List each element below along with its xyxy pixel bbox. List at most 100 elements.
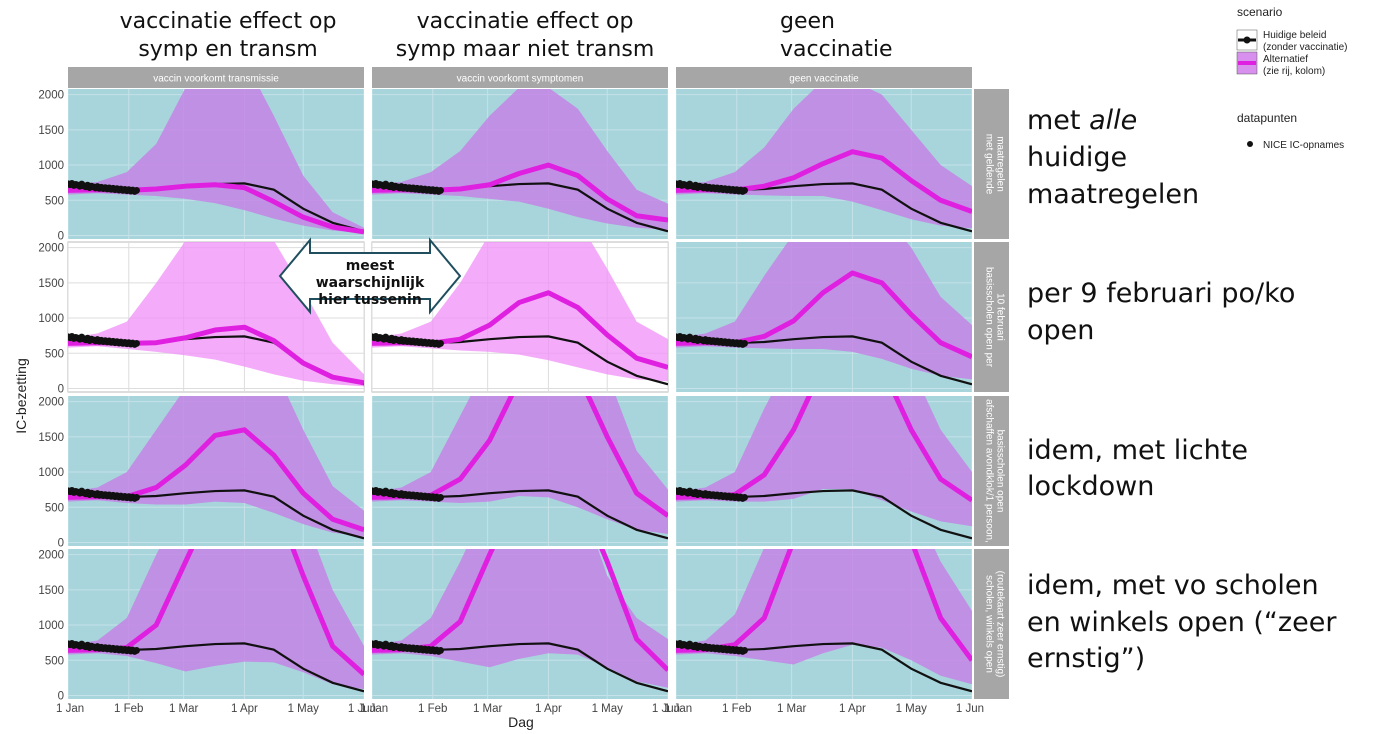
panel-plot-area bbox=[68, 89, 364, 239]
y-tick-label: 0 bbox=[58, 230, 64, 242]
legend-current-dot bbox=[1243, 36, 1251, 44]
nice-data-point bbox=[437, 340, 445, 347]
y-tick-label: 2000 bbox=[38, 243, 64, 255]
row-annotation-4-line-2: en winkels open (“zeer bbox=[1027, 607, 1337, 638]
row-strip-3 bbox=[974, 396, 1009, 546]
nice-data-point bbox=[741, 494, 749, 501]
alternative-uncertainty-band bbox=[68, 396, 364, 537]
panel-plot-area bbox=[676, 242, 972, 392]
x-tick-label: 1 Jun bbox=[348, 703, 376, 715]
y-tick-label: 1000 bbox=[38, 467, 64, 479]
alternative-uncertainty-band bbox=[676, 89, 972, 229]
callout-line-1: meest bbox=[346, 258, 395, 274]
y-axis-title: IC-bezetting bbox=[13, 358, 29, 433]
row-strip-label-4-1: scholen, winkels open bbox=[984, 575, 995, 673]
legend-points-title: datapunten bbox=[1237, 111, 1297, 125]
alternative-uncertainty-band bbox=[676, 242, 972, 380]
panel-r4-c2 bbox=[372, 549, 668, 699]
x-tick-label: 1 Feb bbox=[722, 703, 751, 715]
panel-plot-area bbox=[676, 396, 972, 546]
alternative-uncertainty-band bbox=[68, 89, 364, 234]
y-tick-label: 500 bbox=[45, 502, 64, 514]
column-title-3-line-1: geen bbox=[780, 9, 835, 34]
x-tick-label: 1 Jun bbox=[652, 703, 680, 715]
y-tick-label: 0 bbox=[58, 383, 64, 395]
panel-r1-c3 bbox=[676, 89, 972, 239]
column-strip-label-1: vaccin voorkomt transmissie bbox=[153, 74, 279, 85]
legend: scenario Huidige beleid (zonder vaccinat… bbox=[1236, 5, 1347, 151]
x-tick-label: 1 Feb bbox=[418, 703, 447, 715]
column-title-1-line-2: symp en transm bbox=[138, 37, 317, 62]
x-tick-label: 1 Mar bbox=[169, 703, 199, 715]
panel-r3-c2 bbox=[372, 396, 668, 546]
row-annotation-1-pre: met bbox=[1027, 105, 1089, 136]
nice-data-point bbox=[133, 494, 141, 501]
x-tick-label: 1 Apr bbox=[231, 703, 258, 715]
panel-plot-area bbox=[372, 89, 668, 239]
panel-r4-c3 bbox=[676, 549, 972, 699]
y-tick-label: 500 bbox=[45, 195, 64, 207]
column-titles: vaccinatie effect op symp en transm vacc… bbox=[120, 9, 893, 62]
y-tick-label: 500 bbox=[45, 655, 64, 667]
nice-data-point bbox=[437, 494, 445, 501]
legend-nice-dot bbox=[1247, 141, 1253, 147]
row-annotation-1-emphasis: alle bbox=[1089, 105, 1137, 136]
panel-plot-area bbox=[68, 396, 364, 546]
facet-panels bbox=[67, 89, 972, 699]
row-strip-4 bbox=[974, 549, 1009, 699]
nice-data-point bbox=[133, 647, 141, 654]
column-title-2-line-1: vaccinatie effect op bbox=[417, 9, 634, 34]
nice-data-point bbox=[133, 187, 141, 194]
x-tick-label: 1 Feb bbox=[114, 703, 143, 715]
callout-line-3: hier tussenin bbox=[318, 292, 422, 308]
column-strips: vaccin voorkomt transmissie vaccin voorko… bbox=[68, 67, 972, 88]
y-tick-label: 1000 bbox=[38, 620, 64, 632]
nice-data-point bbox=[437, 647, 445, 654]
y-tick-label: 0 bbox=[58, 537, 64, 549]
row-annotation-1-line-1: met alle bbox=[1027, 105, 1137, 136]
column-title-2-line-2: symp maar niet transm bbox=[396, 37, 655, 62]
row-strip-label-2-1: basisscholen open per bbox=[984, 267, 995, 368]
y-tick-label: 1500 bbox=[38, 125, 64, 137]
row-annotation-2-line-1: per 9 februari po/ko bbox=[1027, 278, 1295, 309]
nice-data-point bbox=[437, 187, 445, 194]
x-tick-label: 1 Mar bbox=[473, 703, 503, 715]
y-tick-label: 2000 bbox=[38, 550, 64, 562]
x-tick-label: 1 May bbox=[896, 703, 928, 715]
column-strip-label-3: geen vaccinatie bbox=[789, 74, 859, 85]
x-tick-label: 1 Jan bbox=[664, 703, 692, 715]
panel-r1-c1 bbox=[68, 89, 364, 239]
y-tick-label: 1000 bbox=[38, 160, 64, 172]
x-tick-label: 1 May bbox=[288, 703, 320, 715]
panel-plot-area bbox=[68, 549, 364, 699]
panel-plot-area bbox=[676, 549, 972, 699]
row-annotation-4-line-1: idem, met vo scholen bbox=[1027, 570, 1319, 601]
alternative-uncertainty-band bbox=[68, 549, 364, 690]
column-strip-1 bbox=[68, 67, 364, 88]
panel-plot-area bbox=[372, 396, 668, 546]
x-axis-title: Dag bbox=[508, 714, 534, 730]
panel-r2-c3 bbox=[676, 242, 972, 392]
row-strip-label-1-1: met geldende bbox=[984, 134, 995, 195]
row-strip-label-2-2: 10 februari bbox=[995, 293, 1006, 341]
nice-data-point bbox=[133, 340, 141, 347]
column-strip-2 bbox=[372, 67, 668, 88]
y-tick-label: 1500 bbox=[38, 585, 64, 597]
nice-data-point bbox=[741, 340, 749, 347]
x-tick-label: 1 Apr bbox=[535, 703, 562, 715]
legend-current-label-1: Huidige beleid bbox=[1263, 30, 1326, 41]
panel-plot-area bbox=[372, 242, 668, 392]
y-tick-label: 500 bbox=[45, 348, 64, 360]
legend-scenario-title: scenario bbox=[1237, 5, 1283, 19]
row-strip-label-1-2: maatregelen bbox=[995, 136, 1006, 192]
row-annotation-1-line-3: maatregelen bbox=[1027, 179, 1199, 210]
alternative-uncertainty-band bbox=[372, 242, 668, 382]
alternative-uncertainty-band bbox=[372, 549, 668, 688]
y-axes: 0500100015002000050010001500200005001000… bbox=[38, 90, 64, 703]
x-tick-label: 1 Jun bbox=[956, 703, 984, 715]
x-tick-label: 1 Jan bbox=[56, 703, 84, 715]
row-strip-label-3-2: basisscholen open bbox=[995, 430, 1006, 513]
column-title-1-line-1: vaccinatie effect op bbox=[120, 9, 337, 34]
